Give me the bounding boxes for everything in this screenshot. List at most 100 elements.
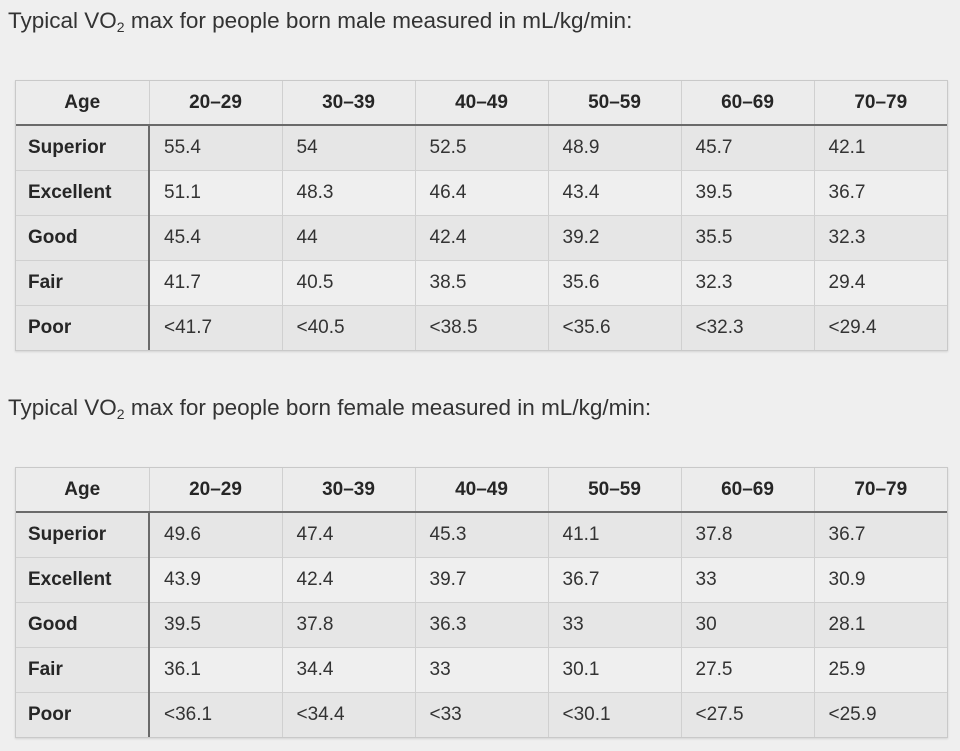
male-header-age: Age [16, 81, 150, 126]
table-cell: 45.7 [681, 125, 815, 171]
table-cell: <27.5 [681, 692, 815, 737]
table-cell: 41.1 [548, 512, 682, 558]
table-row: Good 39.5 37.8 36.3 33 30 28.1 [16, 602, 947, 648]
table-cell: 28.1 [814, 602, 947, 648]
table-cell: 33 [415, 647, 549, 693]
male-header-50-59: 50–59 [548, 81, 682, 126]
table-row: Excellent 43.9 42.4 39.7 36.7 33 30.9 [16, 557, 947, 603]
female-header-row: Age 20–29 30–39 40–49 50–59 60–69 70–79 [16, 468, 947, 513]
table-cell: 40.5 [282, 260, 416, 306]
table-cell: 45.4 [149, 215, 283, 261]
male-header-20-29: 20–29 [149, 81, 283, 126]
male-header-row: Age 20–29 30–39 40–49 50–59 60–69 70–79 [16, 81, 947, 126]
table-row: Fair 36.1 34.4 33 30.1 27.5 25.9 [16, 647, 947, 693]
table-cell: <32.3 [681, 305, 815, 350]
table-cell: 25.9 [814, 647, 947, 693]
male-vo2-table-container: Age 20–29 30–39 40–49 50–59 60–69 70–79 … [15, 80, 948, 351]
table-cell: 43.9 [149, 557, 283, 603]
table-cell: 41.7 [149, 260, 283, 306]
table-cell: 42.4 [415, 215, 549, 261]
row-label: Fair [16, 260, 150, 306]
table-row: Excellent 51.1 48.3 46.4 43.4 39.5 36.7 [16, 170, 947, 216]
male-header-40-49: 40–49 [415, 81, 549, 126]
table-cell: 35.6 [548, 260, 682, 306]
table-cell: 35.5 [681, 215, 815, 261]
table-cell: 36.7 [814, 170, 947, 216]
table-cell: 44 [282, 215, 416, 261]
table-cell: 39.5 [681, 170, 815, 216]
female-header-20-29: 20–29 [149, 468, 283, 513]
table-cell: <25.9 [814, 692, 947, 737]
table-cell: 42.1 [814, 125, 947, 171]
row-label: Superior [16, 512, 150, 558]
male-caption-prefix: Typical VO [8, 8, 117, 33]
table-cell: 38.5 [415, 260, 549, 306]
table-cell: 49.6 [149, 512, 283, 558]
table-cell: 36.7 [548, 557, 682, 603]
row-label: Excellent [16, 557, 150, 603]
row-label: Poor [16, 305, 150, 350]
row-label: Good [16, 215, 150, 261]
female-caption-suffix: max for people born female measured in m… [124, 395, 652, 420]
female-header-70-79: 70–79 [814, 468, 947, 513]
table-cell: <36.1 [149, 692, 283, 737]
table-row: Fair 41.7 40.5 38.5 35.6 32.3 29.4 [16, 260, 947, 306]
male-table-caption: Typical VO2 max for people born male mea… [8, 8, 632, 35]
table-cell: 30.9 [814, 557, 947, 603]
table-cell: 37.8 [681, 512, 815, 558]
table-cell: 45.3 [415, 512, 549, 558]
female-header-40-49: 40–49 [415, 468, 549, 513]
table-cell: <35.6 [548, 305, 682, 350]
row-label: Excellent [16, 170, 150, 216]
table-cell: 43.4 [548, 170, 682, 216]
table-cell: 33 [681, 557, 815, 603]
table-row: Good 45.4 44 42.4 39.2 35.5 32.3 [16, 215, 947, 261]
female-table-caption: Typical VO2 max for people born female m… [8, 395, 651, 422]
male-vo2-table: Age 20–29 30–39 40–49 50–59 60–69 70–79 … [16, 81, 947, 350]
female-header-60-69: 60–69 [681, 468, 815, 513]
table-cell: 47.4 [282, 512, 416, 558]
male-header-60-69: 60–69 [681, 81, 815, 126]
table-cell: <38.5 [415, 305, 549, 350]
table-cell: <29.4 [814, 305, 947, 350]
table-cell: 33 [548, 602, 682, 648]
female-header-age: Age [16, 468, 150, 513]
female-header-30-39: 30–39 [282, 468, 416, 513]
table-row: Superior 55.4 54 52.5 48.9 45.7 42.1 [16, 125, 947, 171]
table-cell: 29.4 [814, 260, 947, 306]
female-caption-subscript: 2 [116, 406, 125, 422]
female-caption-prefix: Typical VO [8, 395, 117, 420]
row-label: Good [16, 602, 150, 648]
table-cell: 39.2 [548, 215, 682, 261]
table-cell: <34.4 [282, 692, 416, 737]
table-cell: <41.7 [149, 305, 283, 350]
table-cell: <40.5 [282, 305, 416, 350]
table-cell: 48.3 [282, 170, 416, 216]
table-cell: 34.4 [282, 647, 416, 693]
table-cell: 51.1 [149, 170, 283, 216]
row-label: Fair [16, 647, 150, 693]
female-vo2-table: Age 20–29 30–39 40–49 50–59 60–69 70–79 … [16, 468, 947, 737]
female-header-50-59: 50–59 [548, 468, 682, 513]
male-caption-suffix: max for people born male measured in mL/… [124, 8, 633, 33]
table-cell: 30 [681, 602, 815, 648]
table-cell: 42.4 [282, 557, 416, 603]
male-caption-subscript: 2 [116, 19, 125, 35]
male-header-70-79: 70–79 [814, 81, 947, 126]
row-label: Superior [16, 125, 150, 171]
table-cell: 36.7 [814, 512, 947, 558]
table-cell: 48.9 [548, 125, 682, 171]
table-cell: 32.3 [681, 260, 815, 306]
table-cell: 37.8 [282, 602, 416, 648]
table-cell: 36.3 [415, 602, 549, 648]
table-cell: 39.7 [415, 557, 549, 603]
table-cell: 30.1 [548, 647, 682, 693]
table-cell: 39.5 [149, 602, 283, 648]
table-row: Superior 49.6 47.4 45.3 41.1 37.8 36.7 [16, 512, 947, 558]
table-cell: 36.1 [149, 647, 283, 693]
table-row: Poor <36.1 <34.4 <33 <30.1 <27.5 <25.9 [16, 692, 947, 737]
row-label: Poor [16, 692, 150, 737]
table-cell: 27.5 [681, 647, 815, 693]
table-cell: 52.5 [415, 125, 549, 171]
table-cell: <30.1 [548, 692, 682, 737]
